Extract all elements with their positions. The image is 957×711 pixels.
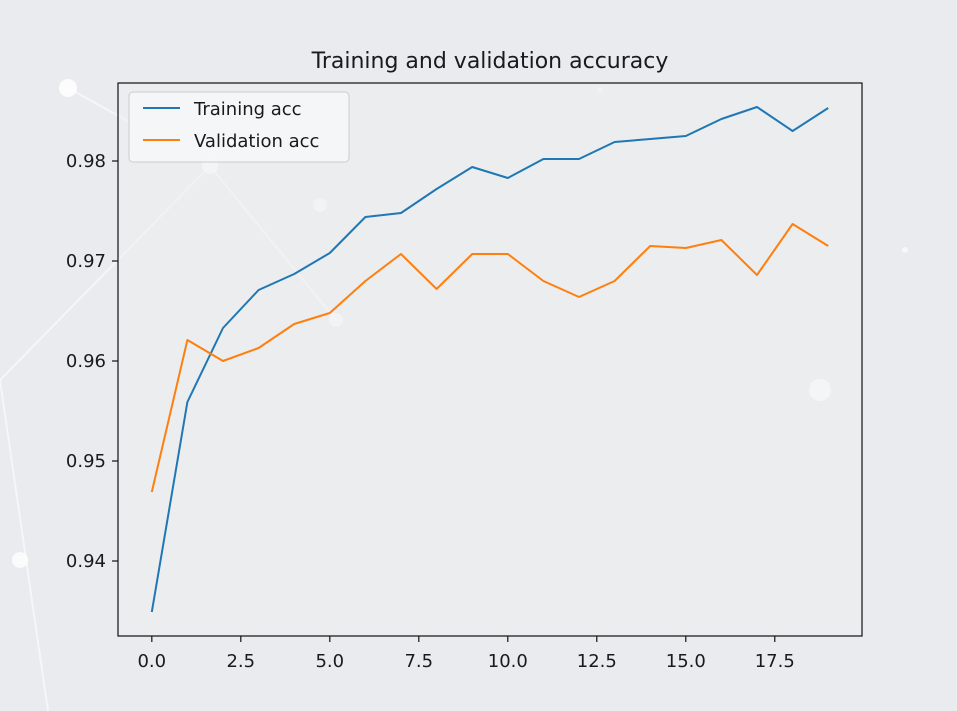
y-axis: 0.94 0.95 0.96 0.97 0.98 bbox=[66, 151, 118, 572]
x-tick-label: 17.5 bbox=[755, 651, 795, 672]
y-tick-label: 0.95 bbox=[66, 451, 106, 472]
plot-area bbox=[117, 82, 863, 637]
series-line-training-acc bbox=[150, 106, 829, 613]
chart-title: Training and validation accuracy bbox=[311, 49, 669, 74]
x-tick-label: 7.5 bbox=[404, 651, 433, 672]
y-tick-label: 0.96 bbox=[66, 351, 106, 372]
y-tick-label: 0.97 bbox=[66, 251, 106, 272]
legend-label-training: Training acc bbox=[193, 99, 302, 120]
x-tick-label: 12.5 bbox=[577, 651, 617, 672]
y-tick-label: 0.98 bbox=[66, 151, 106, 172]
series-line-validation-acc bbox=[150, 223, 829, 493]
legend-box bbox=[128, 91, 350, 163]
x-tick-label: 10.0 bbox=[488, 651, 528, 672]
x-tick-label: 0.0 bbox=[137, 651, 166, 672]
x-tick-label: 5.0 bbox=[315, 651, 344, 672]
x-tick-label: 2.5 bbox=[226, 651, 255, 672]
series-layer bbox=[150, 106, 829, 613]
legend-label-validation: Validation acc bbox=[194, 131, 319, 152]
y-tick-label: 0.94 bbox=[66, 551, 106, 572]
x-tick-label: 15.0 bbox=[666, 651, 706, 672]
x-axis: 0.0 2.5 5.0 7.5 10.0 12.5 15.0 17.5 bbox=[137, 636, 795, 672]
legend: Training acc Validation acc bbox=[128, 91, 350, 163]
